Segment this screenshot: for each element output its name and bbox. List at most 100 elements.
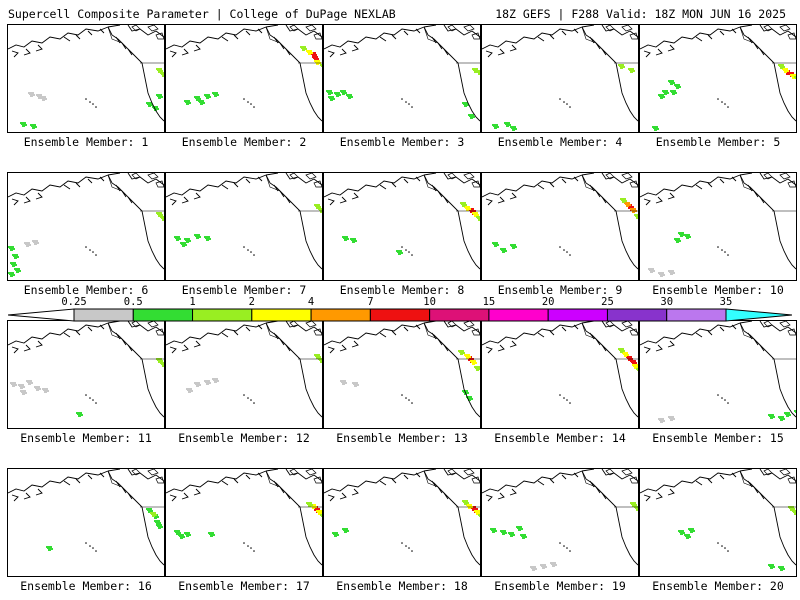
hawaii-island: [253, 402, 255, 404]
scp-field-cell: [160, 96, 163, 98]
scp-field-cell: [185, 101, 188, 103]
scp-field-cell: [784, 71, 787, 73]
coastline: [537, 28, 579, 42]
hawaii-island: [727, 254, 729, 256]
coastline: [265, 322, 322, 418]
scp-field-cell: [161, 363, 164, 365]
scp-field-cell: [316, 58, 319, 60]
coastline: [482, 470, 583, 494]
island: [147, 25, 159, 32]
coastline: [169, 192, 201, 206]
coastline: [739, 321, 753, 324]
scp-field-cell: [494, 127, 497, 129]
scp-field-cell: [181, 243, 184, 245]
hawaii-island: [721, 249, 723, 251]
scp-field-cell: [209, 533, 212, 535]
scp-field-cell: [553, 562, 556, 564]
island: [605, 173, 615, 180]
scp-field-cell: [468, 208, 471, 210]
scp-field-cell: [682, 532, 685, 534]
scp-field-cell: [679, 233, 682, 235]
hawaii-island: [727, 106, 729, 108]
coastline: [485, 340, 517, 354]
scp-field-cell: [346, 530, 349, 532]
political-border: [107, 470, 123, 488]
coastline: [127, 25, 164, 38]
scp-field-cell: [304, 48, 307, 50]
scp-field-cell: [552, 565, 555, 567]
scp-field-cell: [16, 256, 19, 258]
scp-field-cell: [689, 529, 692, 531]
island: [763, 173, 773, 180]
hawaii-island: [563, 397, 565, 399]
hawaii-island: [566, 251, 568, 253]
scp-field-cell: [779, 567, 782, 569]
colorbar: 0.25 0.5 1 2 4 7 10 15 20 25 30 35: [8, 296, 792, 322]
scp-field-cell: [479, 515, 480, 517]
scp-field-cell: [332, 98, 335, 100]
member-label: Ensemble Member: 8: [339, 283, 465, 297]
hawaii-island: [92, 547, 94, 549]
scp-field-cell: [159, 524, 162, 526]
island: [289, 25, 299, 32]
map-canvas: [482, 469, 638, 571]
scp-field-cell: [320, 211, 322, 213]
hawaii-island: [724, 399, 726, 401]
scp-field-cell: [462, 352, 465, 354]
coastline: [107, 470, 164, 566]
island: [463, 25, 475, 32]
page-title: Supercell Composite Parameter | College …: [8, 7, 396, 21]
scp-field-cell: [186, 241, 189, 243]
scp-field-cell: [320, 361, 322, 363]
scp-field-cell: [622, 66, 625, 68]
hawaii-island: [92, 399, 94, 401]
colorbar-tick-label: 30: [660, 296, 674, 308]
coastline: [581, 174, 638, 270]
hawaii-island: [721, 545, 723, 547]
map-canvas: [482, 173, 638, 270]
scp-field-cell: [507, 122, 510, 124]
coastline: [221, 472, 263, 486]
coastline: [640, 26, 741, 50]
scp-field-cell: [214, 381, 217, 383]
map-canvas: [324, 25, 480, 122]
coastline: [739, 25, 753, 28]
scp-field-cell: [216, 94, 219, 96]
scp-field-cell: [554, 564, 557, 566]
scp-field-cell: [316, 63, 319, 65]
member-label: Ensemble Member: 3: [339, 135, 465, 149]
scp-field-cell: [791, 75, 794, 77]
coastline: [537, 472, 579, 486]
island: [155, 328, 164, 336]
scp-field-cell: [672, 82, 675, 84]
scp-field-cell: [512, 534, 515, 536]
coastline: [166, 174, 267, 198]
scp-field-cell: [212, 534, 215, 536]
hawaii-island: [411, 550, 413, 552]
political-border: [739, 322, 755, 340]
scp-field-cell: [190, 390, 193, 392]
island: [787, 32, 796, 40]
member-label: Ensemble Member: 2: [181, 135, 307, 149]
scp-field-cell: [469, 115, 472, 117]
scp-field-cell: [506, 125, 509, 127]
scp-field-cell: [397, 251, 400, 253]
scp-field-cell: [637, 369, 638, 371]
colorbar-tick-label: 15: [482, 296, 496, 308]
scp-field-cell: [781, 566, 784, 568]
island: [131, 25, 141, 32]
scp-field-cell: [503, 530, 506, 532]
scp-field-cell: [779, 417, 782, 419]
scp-field-cell: [35, 240, 38, 242]
scp-field-cell: [687, 234, 690, 236]
scp-field-cell: [501, 249, 504, 251]
scp-field-cell: [47, 547, 50, 549]
scp-field-cell: [31, 92, 34, 94]
ensemble-member-map: [165, 172, 323, 281]
ensemble-member-map: [323, 24, 481, 133]
scp-field-cell: [780, 67, 783, 69]
scp-field-cell: [343, 529, 346, 531]
hawaii-island: [250, 103, 252, 105]
scp-field-cell: [150, 104, 153, 106]
colorbar-tick-label: 7: [367, 296, 374, 308]
